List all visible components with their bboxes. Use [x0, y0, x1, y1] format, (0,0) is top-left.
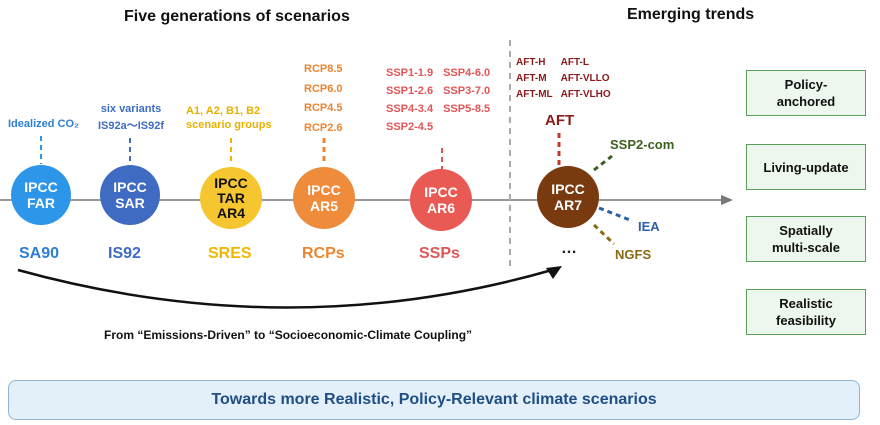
ssp-item: SSP3-7.0 — [443, 85, 491, 97]
label-sar: six variants IS92a〜IS92f — [97, 103, 165, 132]
ssp-item: SSP2-4.5 — [386, 121, 434, 133]
label-tar: A1, A2, B1, B2 scenario groups — [186, 105, 272, 131]
aft-item: AFT-L — [560, 57, 589, 68]
bottom-banner-text: Towards more Realistic, Policy-Relevant … — [211, 391, 657, 408]
aft-list: AFT-H AFT-L AFT-M AFT-VLLO AFT-ML AFT-VL… — [516, 57, 611, 100]
ssp-item: SSP4-6.0 — [443, 67, 491, 79]
branch-ssp2com: SSP2-com — [610, 137, 675, 152]
aft-item: AFT-ML — [516, 89, 553, 100]
aft-label: AFT — [545, 112, 575, 129]
trend-living-update: Living-update — [746, 144, 866, 190]
arrow-caption: From “Emissions-Driven” to “Socioeconomi… — [104, 328, 473, 342]
branch-iea: IEA — [638, 219, 660, 234]
scenario-sa90: SA90 — [19, 245, 60, 262]
trend-spatially-multi-scale: Spatially multi-scale — [746, 216, 866, 262]
aft-item: AFT-VLLO — [560, 73, 610, 84]
ssp-item: SSP5-8.5 — [443, 103, 491, 115]
ssp-item: SSP1-2.6 — [386, 85, 434, 97]
label-far: Idealized CO₂ — [8, 118, 79, 130]
trend-realistic-feasibility: Realistic feasibility — [746, 289, 866, 335]
ssp-list: SSP1-1.9 SSP4-6.0 SSP1-2.6 SSP3-7.0 SSP4… — [386, 67, 490, 133]
trend-policy-anchored: Policy-anchored — [746, 70, 866, 116]
circle-sar: IPCC SAR — [100, 165, 160, 225]
section-title-trends: Emerging trends — [627, 6, 755, 23]
branch-more: … — [561, 240, 577, 257]
aft-item: AFT-M — [516, 73, 547, 84]
ssp-item: SSP1-1.9 — [386, 67, 434, 79]
branch-ngfs: NGFS — [615, 247, 652, 262]
circle-ar7: IPCC AR7 — [537, 166, 599, 228]
aft-item: AFT-H — [516, 57, 546, 68]
circle-tar-ar4: IPCC TAR AR4 — [200, 167, 262, 229]
connector-ngfs — [592, 223, 616, 246]
scenario-is92: IS92 — [108, 245, 141, 262]
section-title-generations: Five generations of scenarios — [124, 8, 350, 25]
label-ar5: RCP8.5 RCP6.0 RCP4.5 RCP2.6 — [304, 63, 343, 134]
aft-item: AFT-VLHO — [560, 89, 611, 100]
bottom-banner: Towards more Realistic, Policy-Relevant … — [8, 380, 860, 420]
ssp-item: SSP4-3.4 — [386, 103, 434, 115]
timeline-arrowhead — [721, 195, 733, 205]
circle-ar6: IPCC AR6 — [410, 169, 472, 231]
scenario-ssps: SSPs — [419, 245, 460, 262]
scenario-rcps: RCPs — [302, 245, 345, 262]
connector-iea — [598, 206, 631, 222]
circle-far: IPCC FAR — [11, 165, 71, 225]
circle-ar5: IPCC AR5 — [293, 167, 355, 229]
scenario-sres: SRES — [208, 245, 252, 262]
curved-arrowhead — [546, 266, 562, 279]
curved-arrow — [17, 268, 553, 309]
connector-ssp2com — [593, 154, 613, 172]
